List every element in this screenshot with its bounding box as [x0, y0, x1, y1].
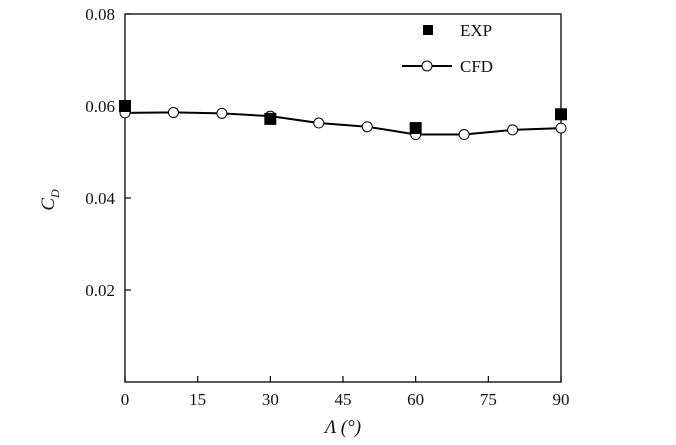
x-tick-label: 15	[189, 390, 206, 409]
cfd-series-line	[124, 111, 562, 136]
legend-label-exp: EXP	[460, 21, 492, 40]
y-tick-label: 0.02	[85, 281, 115, 300]
x-tick-label: 60	[407, 390, 424, 409]
legend-marker-exp	[423, 25, 433, 35]
exp-point	[409, 122, 422, 135]
legend-label-cfd: CFD	[460, 57, 493, 76]
legend-marker-cfd	[421, 60, 433, 72]
exp-point	[119, 100, 131, 112]
x-tick-label: 90	[553, 390, 570, 409]
ticks: 0 15 30 45 60 75 90 0.02 0.04 0.06 0.08	[85, 5, 569, 409]
cfd-point	[507, 124, 519, 136]
exp-point	[264, 112, 277, 125]
x-tick-label: 0	[121, 390, 130, 409]
y-axis-label: CD	[38, 189, 62, 211]
cfd-point	[361, 121, 373, 133]
cfd-point	[313, 117, 325, 129]
series-layer	[119, 100, 567, 141]
cfd-point	[167, 106, 179, 118]
y-axis-label-sub: D	[48, 189, 62, 199]
y-tick-label: 0.04	[85, 189, 115, 208]
cfd-point	[216, 107, 228, 119]
exp-point	[555, 108, 567, 121]
cfd-point	[458, 129, 470, 141]
legend: EXP CFD	[402, 21, 493, 76]
y-tick-label: 0.06	[85, 97, 115, 116]
cfd-point	[555, 122, 567, 134]
x-tick-label: 75	[480, 390, 497, 409]
y-axis-label-main: C	[38, 198, 59, 211]
x-tick-label: 30	[262, 390, 279, 409]
plot-frame	[124, 13, 562, 383]
y-tick-label: 0.08	[85, 5, 115, 24]
x-axis-label: Λ (°)	[323, 417, 361, 438]
x-tick-label: 45	[335, 390, 352, 409]
